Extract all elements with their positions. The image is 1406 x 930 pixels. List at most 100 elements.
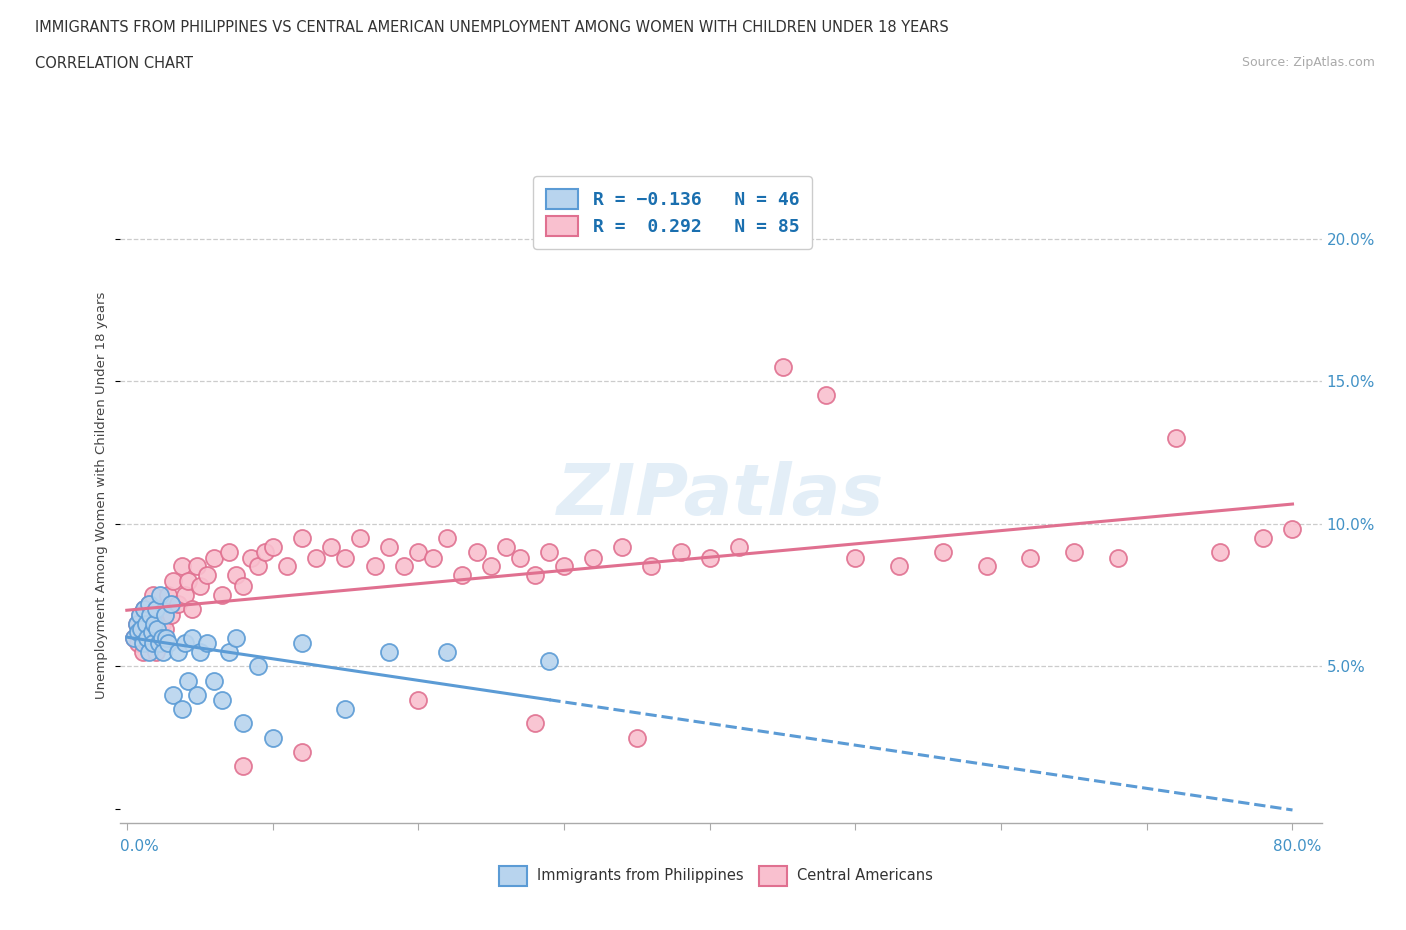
Point bbox=[156, 636, 179, 651]
Point bbox=[291, 636, 314, 651]
Point bbox=[976, 559, 998, 574]
Point bbox=[1019, 551, 1042, 565]
Point bbox=[305, 551, 328, 565]
Point bbox=[1281, 522, 1303, 537]
Text: Central Americans: Central Americans bbox=[797, 868, 934, 883]
Point bbox=[174, 588, 197, 603]
Point bbox=[195, 567, 218, 582]
Point bbox=[177, 573, 200, 588]
Point bbox=[152, 602, 174, 617]
Text: 0.0%: 0.0% bbox=[120, 839, 159, 854]
Point bbox=[155, 631, 177, 645]
Point bbox=[153, 622, 176, 637]
Point bbox=[148, 625, 170, 640]
Point bbox=[145, 602, 167, 617]
Point bbox=[262, 730, 284, 745]
Point bbox=[202, 673, 225, 688]
Point bbox=[669, 545, 692, 560]
Point bbox=[225, 631, 247, 645]
Point bbox=[143, 631, 166, 645]
Point bbox=[159, 607, 181, 622]
Point bbox=[612, 539, 634, 554]
Point bbox=[174, 636, 197, 651]
Text: Immigrants from Philippines: Immigrants from Philippines bbox=[537, 868, 744, 883]
Point bbox=[626, 730, 648, 745]
Point bbox=[479, 559, 502, 574]
Point bbox=[131, 622, 153, 637]
Point bbox=[451, 567, 474, 582]
Point bbox=[149, 588, 172, 603]
Point bbox=[262, 539, 284, 554]
Text: ZIPatlas: ZIPatlas bbox=[557, 460, 884, 530]
Point bbox=[699, 551, 721, 565]
Point bbox=[582, 551, 605, 565]
Point bbox=[129, 607, 152, 622]
Point bbox=[523, 567, 546, 582]
Point bbox=[291, 530, 314, 545]
Point bbox=[218, 545, 240, 560]
Y-axis label: Unemployment Among Women with Children Under 18 years: Unemployment Among Women with Children U… bbox=[94, 291, 108, 699]
Point bbox=[202, 551, 225, 565]
Point bbox=[335, 551, 357, 565]
Point bbox=[138, 644, 160, 659]
Point bbox=[363, 559, 385, 574]
Point bbox=[887, 559, 910, 574]
Point bbox=[436, 644, 458, 659]
Point bbox=[640, 559, 662, 574]
Point bbox=[156, 588, 179, 603]
Point bbox=[153, 607, 176, 622]
Point bbox=[139, 622, 162, 637]
Point bbox=[129, 607, 152, 622]
Point bbox=[538, 545, 561, 560]
Point bbox=[186, 687, 208, 702]
Point bbox=[166, 596, 188, 611]
Point bbox=[132, 644, 155, 659]
Point bbox=[392, 559, 415, 574]
Point bbox=[406, 545, 429, 560]
Point bbox=[159, 596, 181, 611]
Point bbox=[162, 573, 184, 588]
Point bbox=[177, 673, 200, 688]
Point bbox=[145, 644, 167, 659]
Point bbox=[218, 644, 240, 659]
Point bbox=[378, 539, 401, 554]
Point bbox=[349, 530, 371, 545]
Point bbox=[143, 616, 166, 631]
Point bbox=[1208, 545, 1230, 560]
Point bbox=[406, 693, 429, 708]
Point bbox=[436, 530, 458, 545]
Point bbox=[495, 539, 517, 554]
Point bbox=[538, 653, 561, 668]
Point bbox=[138, 596, 160, 611]
Point bbox=[181, 602, 204, 617]
Text: IMMIGRANTS FROM PHILIPPINES VS CENTRAL AMERICAN UNEMPLOYMENT AMONG WOMEN WITH CH: IMMIGRANTS FROM PHILIPPINES VS CENTRAL A… bbox=[35, 20, 949, 35]
FancyBboxPatch shape bbox=[759, 866, 787, 886]
Point bbox=[1253, 530, 1275, 545]
Point bbox=[150, 616, 173, 631]
Point bbox=[553, 559, 575, 574]
Legend: R = −0.136   N = 46, R =  0.292   N = 85: R = −0.136 N = 46, R = 0.292 N = 85 bbox=[533, 177, 811, 248]
Point bbox=[136, 636, 159, 651]
Point bbox=[146, 607, 169, 622]
Point bbox=[152, 644, 174, 659]
Point bbox=[276, 559, 298, 574]
Point bbox=[422, 551, 444, 565]
Point bbox=[122, 631, 145, 645]
Point bbox=[291, 744, 314, 759]
Point bbox=[127, 636, 149, 651]
Point bbox=[1107, 551, 1129, 565]
Point bbox=[127, 625, 149, 640]
Point bbox=[136, 631, 159, 645]
Point bbox=[132, 636, 155, 651]
Point bbox=[138, 596, 160, 611]
Point bbox=[319, 539, 342, 554]
Point bbox=[232, 759, 254, 774]
Point bbox=[335, 701, 357, 716]
Point bbox=[465, 545, 488, 560]
Point bbox=[195, 636, 218, 651]
Point bbox=[378, 644, 401, 659]
Point bbox=[135, 616, 157, 631]
Point bbox=[509, 551, 531, 565]
Point bbox=[172, 701, 194, 716]
Point bbox=[139, 607, 162, 622]
